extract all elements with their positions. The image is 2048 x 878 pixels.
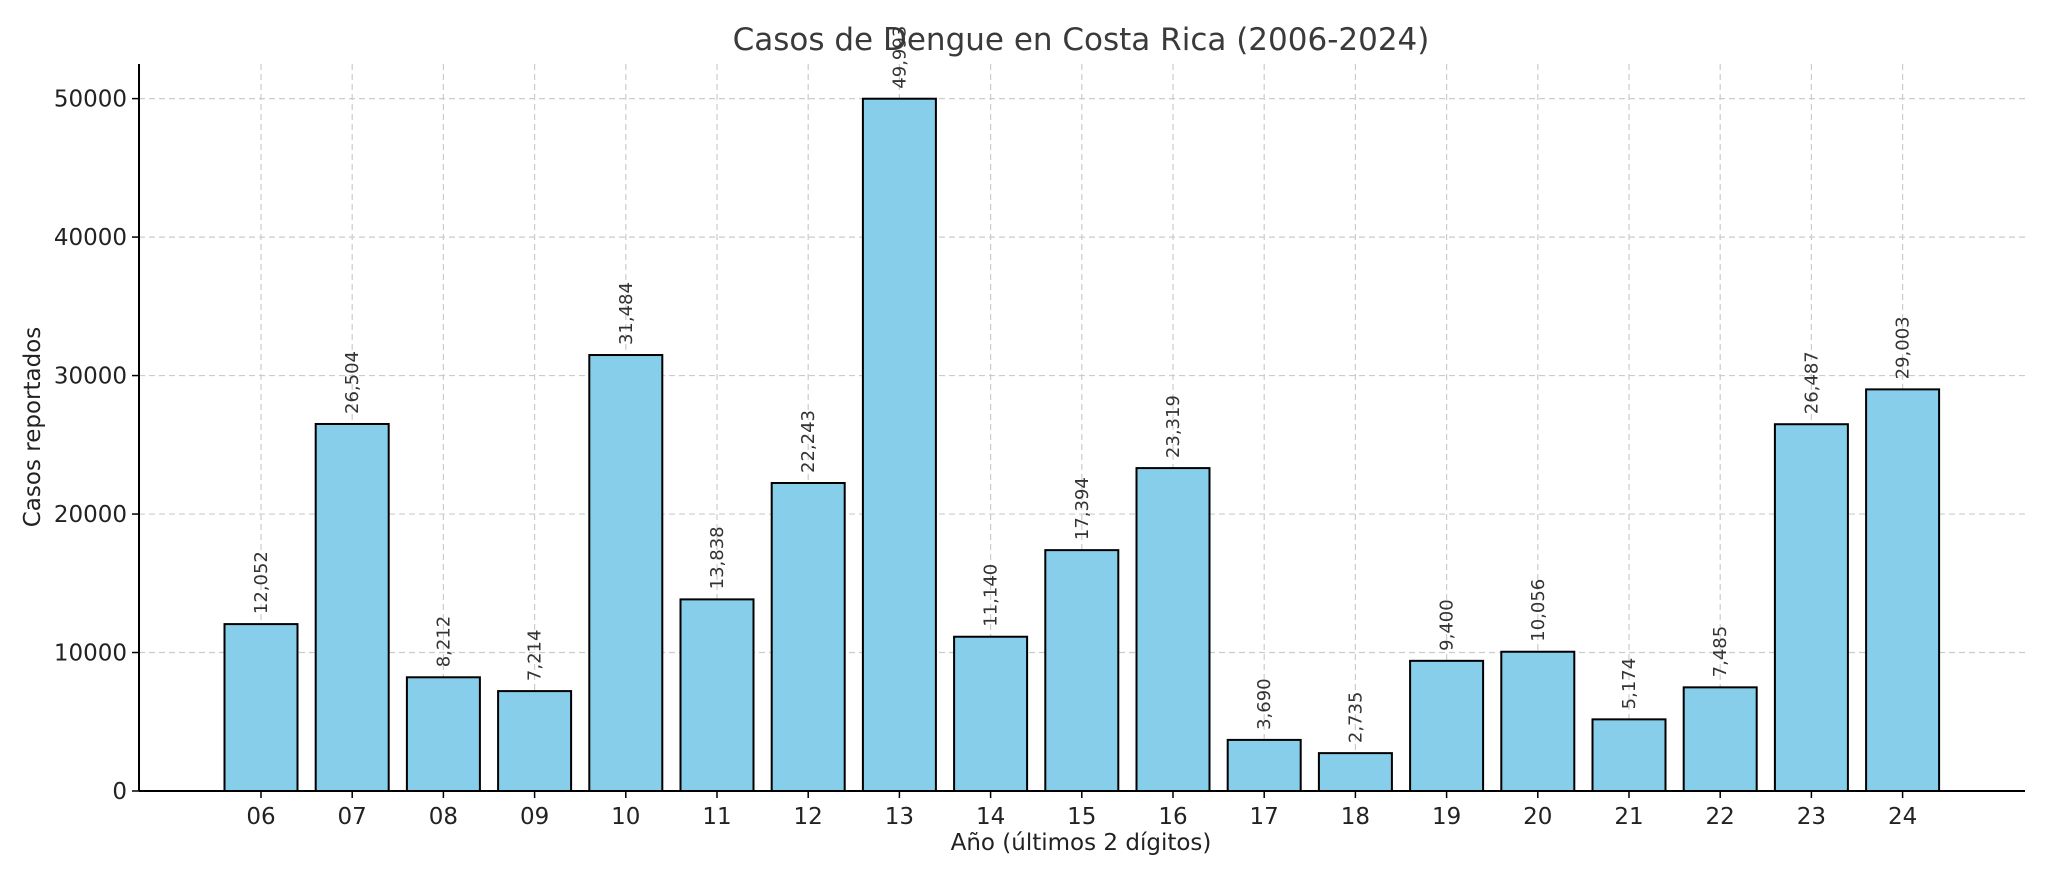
x-tick-label: 10 xyxy=(611,804,640,830)
axes-layer: 0 10000 20000 30000 40000 50000 06 07 08 09 10 11 12… xyxy=(54,64,2025,830)
bar-10 xyxy=(588,354,664,792)
x-tick-label: 15 xyxy=(1067,804,1096,830)
bar-value-label: 12,052 xyxy=(251,551,272,614)
y-tick-label: 20000 xyxy=(54,502,127,528)
x-tick-label: 19 xyxy=(1432,804,1461,830)
x-tick-label: 21 xyxy=(1614,804,1643,830)
x-tick-label: 08 xyxy=(429,804,458,830)
y-tick-label: 10000 xyxy=(54,641,127,667)
bar-value-label: 11,140 xyxy=(981,564,1002,627)
chart-title: Casos de Dengue en Costa Rica (2006-2024… xyxy=(733,22,1430,58)
x-tick-label: 11 xyxy=(702,804,731,830)
bar-14 xyxy=(953,635,1029,793)
bar-value-label: 8,212 xyxy=(433,616,454,668)
x-tick-label: 16 xyxy=(1158,804,1187,830)
y-axis-label: Casos reportados xyxy=(20,327,46,528)
value-labels-layer: 12,052 26,504 8,212 7,214 31,484 13,838 22,243… xyxy=(251,26,1914,743)
bar-21 xyxy=(1591,718,1667,792)
bar-12 xyxy=(770,481,846,792)
x-tick-label: 12 xyxy=(794,804,823,830)
bar-07 xyxy=(314,422,390,792)
bar-13 xyxy=(861,97,937,792)
bar-value-label: 23,319 xyxy=(1163,395,1184,458)
x-tick-label: 14 xyxy=(976,804,1005,830)
x-tick-label: 17 xyxy=(1250,804,1279,830)
bar-value-label: 29,003 xyxy=(1893,316,1914,379)
bar-19 xyxy=(1409,659,1485,793)
x-tick-label: 07 xyxy=(338,804,367,830)
x-tick-label: 13 xyxy=(885,804,914,830)
y-tick-label: 30000 xyxy=(54,364,127,390)
x-axis-label: Año (últimos 2 dígitos) xyxy=(951,830,1212,856)
bar-value-label: 5,174 xyxy=(1619,658,1640,710)
x-tick-label: 06 xyxy=(246,804,275,830)
bar-value-label: 3,690 xyxy=(1254,678,1275,730)
bars-layer xyxy=(223,97,1941,793)
bar-06 xyxy=(223,623,299,793)
bar-value-label: 2,735 xyxy=(1345,692,1366,744)
bar-17 xyxy=(1226,738,1302,792)
x-tick-label: 23 xyxy=(1797,804,1826,830)
bar-value-label: 17,394 xyxy=(1072,477,1093,540)
y-tick-label: 0 xyxy=(112,779,127,805)
bar-18 xyxy=(1317,752,1393,793)
bar-value-label: 22,243 xyxy=(798,410,819,473)
x-tick-label: 09 xyxy=(520,804,549,830)
bar-20 xyxy=(1500,650,1576,793)
bar-value-label: 26,504 xyxy=(342,351,363,414)
bar-value-label: 26,487 xyxy=(1801,351,1822,414)
x-tick-label: 18 xyxy=(1341,804,1370,830)
bar-value-label: 7,214 xyxy=(525,630,546,682)
bar-08 xyxy=(405,676,481,792)
bar-23 xyxy=(1773,423,1849,792)
y-tick-label: 40000 xyxy=(54,225,127,251)
bar-22 xyxy=(1682,686,1758,793)
bar-value-label: 49,993 xyxy=(889,26,910,89)
bar-16 xyxy=(1135,467,1211,792)
bar-24 xyxy=(1865,388,1941,792)
x-tick-label: 22 xyxy=(1706,804,1735,830)
y-tick-label: 50000 xyxy=(54,87,127,113)
bar-value-label: 9,400 xyxy=(1437,599,1458,651)
bar-09 xyxy=(497,690,573,792)
bar-value-label: 7,485 xyxy=(1710,626,1731,678)
x-tick-label: 20 xyxy=(1523,804,1552,830)
bar-value-label: 31,484 xyxy=(616,282,637,345)
bar-value-label: 13,838 xyxy=(707,526,728,589)
bar-11 xyxy=(679,598,755,792)
bar-15 xyxy=(1044,549,1120,792)
x-tick-label: 24 xyxy=(1888,804,1917,830)
bar-value-label: 10,056 xyxy=(1528,579,1549,642)
